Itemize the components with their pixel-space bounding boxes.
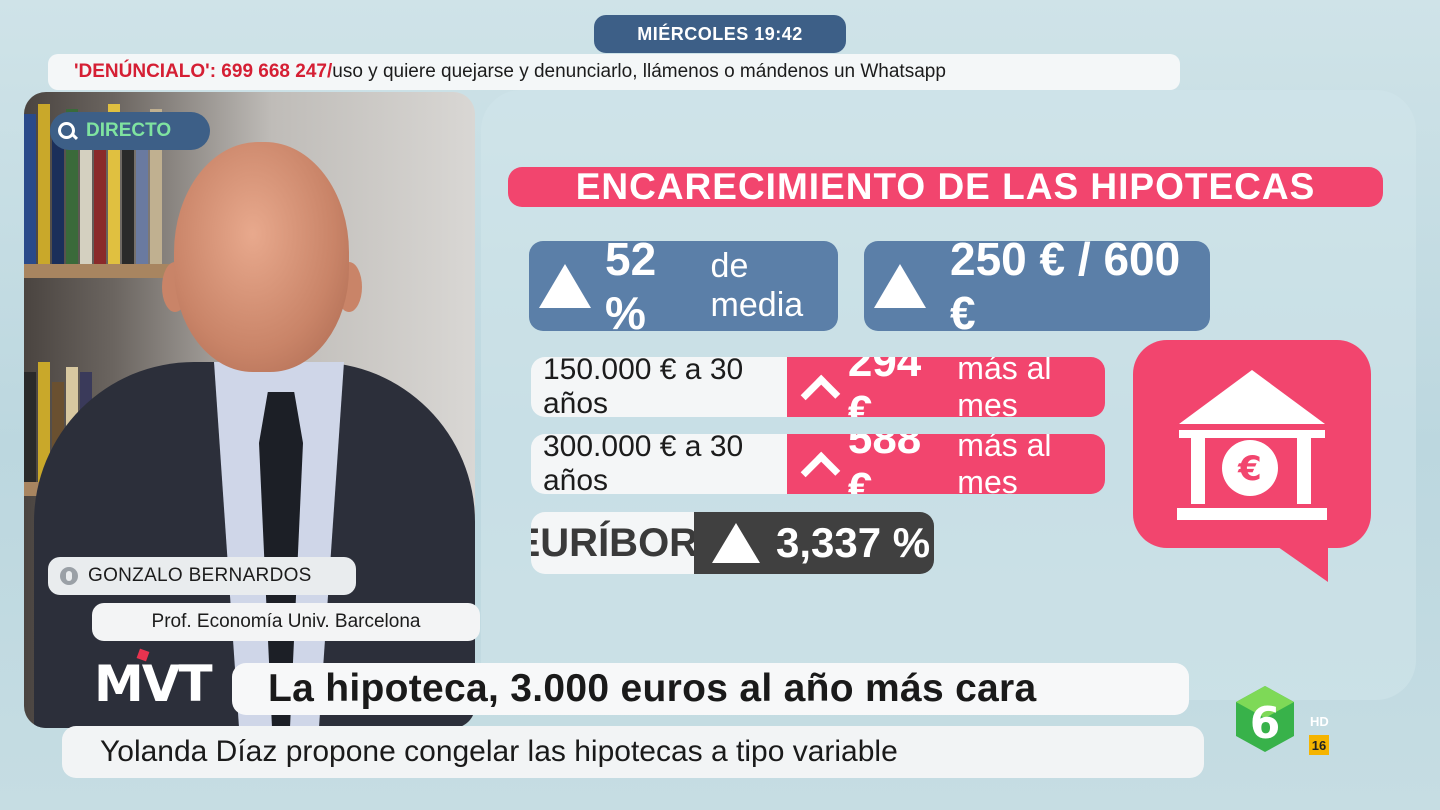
loan-increase-amount: 588 € xyxy=(847,434,922,494)
triangle-up-icon xyxy=(874,264,926,308)
graphic-title-text: ENCARECIMIENTO DE LAS HIPOTECAS xyxy=(575,166,1316,207)
bank-card-tail xyxy=(1268,540,1328,582)
loan-increase-period: más al mes xyxy=(957,357,1052,417)
loan-row-300k: 300.000 € a 30 años 588 € más al mes xyxy=(531,434,1105,494)
channel-logo: 6 xyxy=(1232,682,1298,756)
search-icon xyxy=(58,122,76,140)
euribor-box: EURÍBOR: 3,337 % xyxy=(531,512,934,574)
ticker-text: uso y quiere quejarse y denunciarlo, llá… xyxy=(332,61,946,82)
live-badge: DIRECTO xyxy=(50,112,210,150)
subheadline-text: Yolanda Díaz propone congelar las hipote… xyxy=(100,735,898,768)
guest-name: GONZALO BERNARDOS xyxy=(88,565,312,586)
loan-increase-panel: 588 € más al mes xyxy=(787,434,1105,494)
loan-increase-amount: 294 € xyxy=(847,357,922,417)
guest-name-pill: GONZALO BERNARDOS xyxy=(48,557,356,595)
loan-amount: 300.000 € a 30 años xyxy=(531,434,787,494)
live-label: DIRECTO xyxy=(86,120,172,141)
stat-range-box: 250 € / 600 € xyxy=(864,233,1210,339)
loan-row-150k: 150.000 € a 30 años 294 € más al mes xyxy=(531,357,1105,417)
triangle-up-icon xyxy=(539,264,591,308)
guest-role-pill: Prof. Economía Univ. Barcelona xyxy=(92,603,480,641)
show-logo: MVT xyxy=(94,648,214,714)
headline-bar: La hipoteca, 3.000 euros al año más cara xyxy=(232,663,1189,715)
date-time-text: MIÉRCOLES 19:42 xyxy=(637,23,803,44)
channel-number: 6 xyxy=(1250,698,1281,749)
chevron-up-icon xyxy=(800,374,841,414)
bank-card: € xyxy=(1133,340,1371,548)
guest-role: Prof. Economía Univ. Barcelona xyxy=(151,611,421,632)
euribor-label: EURÍBOR: xyxy=(531,512,711,574)
stat-range-value: 250 € / 600 € xyxy=(950,233,1181,339)
euribor-value-panel: 3,337 % xyxy=(694,512,934,574)
hd-label: HD xyxy=(1310,714,1329,729)
show-logo-text: MVT xyxy=(94,655,213,713)
stat-average-box: 52 % de media xyxy=(529,233,838,339)
ticker-highlight: 'DENÚNCIALO': 699 668 247/ xyxy=(74,61,333,82)
stat-average-suffix: de media xyxy=(710,247,804,324)
euribor-value: 3,337 % xyxy=(776,519,931,566)
svg-text:€: € xyxy=(1237,449,1262,489)
loan-increase-panel: 294 € más al mes xyxy=(787,357,1105,417)
stat-average-value: 52 % xyxy=(605,233,657,339)
news-ticker: 'DENÚNCIALO': 699 668 247/ uso y quiere … xyxy=(48,54,1180,90)
graphic-title: ENCARECIMIENTO DE LAS HIPOTECAS xyxy=(508,166,1383,207)
chevron-up-icon xyxy=(800,451,841,491)
bank-euro-icon: € xyxy=(1177,370,1327,520)
subheadline-bar: Yolanda Díaz propone congelar las hipote… xyxy=(62,726,1204,778)
channel-six-icon: 6 xyxy=(1236,686,1294,752)
guest-head xyxy=(174,142,349,372)
loan-amount: 150.000 € a 30 años xyxy=(531,357,787,417)
triangle-up-icon xyxy=(712,523,760,563)
info-icon xyxy=(60,567,78,585)
headline-text: La hipoteca, 3.000 euros al año más cara xyxy=(268,667,1037,710)
date-time-pill: MIÉRCOLES 19:42 xyxy=(594,15,846,53)
loan-increase-period: más al mes xyxy=(957,434,1052,494)
age-rating-badge: 16 xyxy=(1309,735,1329,755)
